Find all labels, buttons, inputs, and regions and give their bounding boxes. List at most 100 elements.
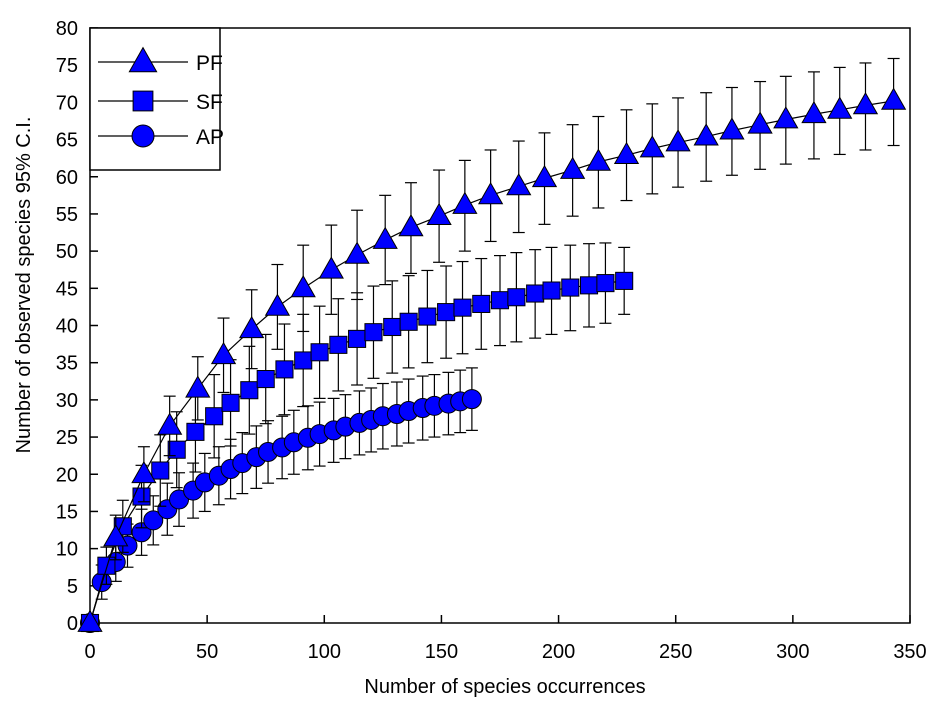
x-tick-label: 300 — [776, 641, 809, 663]
x-tick-label: 250 — [659, 641, 692, 663]
data-point — [210, 341, 237, 365]
data-point — [461, 389, 482, 410]
data-point — [221, 393, 240, 412]
data-point — [542, 281, 561, 300]
data-point — [275, 360, 294, 379]
data-point — [167, 440, 186, 459]
legend-marker-sf — [132, 90, 154, 112]
data-point — [157, 412, 183, 435]
data-point — [477, 181, 504, 205]
y-tick-label: 30 — [56, 390, 78, 412]
data-point — [240, 381, 259, 400]
data-point — [719, 117, 745, 140]
data-point — [506, 173, 532, 196]
y-tick-label: 60 — [56, 167, 78, 189]
legend: PF SF AP — [89, 27, 224, 171]
data-point — [398, 213, 424, 237]
series-pf — [77, 57, 907, 632]
data-point — [665, 129, 691, 152]
y-tick-label: 45 — [56, 278, 78, 300]
x-tick-label: 200 — [542, 641, 575, 663]
x-tick-label: 0 — [84, 641, 95, 663]
y-tick-label: 5 — [67, 576, 78, 598]
data-point — [103, 524, 129, 547]
data-point — [186, 422, 205, 441]
data-point — [880, 87, 907, 110]
y-tick-label: 55 — [56, 204, 78, 226]
data-point — [264, 293, 291, 316]
y-axis-title: Number of observed species 95% C.I. — [13, 117, 35, 454]
data-point — [256, 370, 275, 389]
data-point — [131, 460, 157, 484]
y-axis: 0 5 10 15 20 25 30 35 40 45 50 55 60 65 70 75 80 — [56, 18, 98, 635]
data-point — [97, 556, 116, 575]
data-point — [132, 487, 151, 506]
data-point — [561, 278, 580, 297]
data-point — [507, 288, 526, 307]
data-point — [426, 202, 452, 226]
x-tick-label: 50 — [196, 641, 218, 663]
data-point — [596, 274, 615, 293]
x-tick-label: 350 — [893, 641, 926, 663]
data-point — [453, 298, 472, 317]
series-line — [89, 398, 472, 624]
data-point — [531, 164, 558, 188]
data-point — [852, 91, 879, 115]
data-point — [348, 329, 367, 348]
y-tick-label: 65 — [56, 130, 78, 152]
data-point — [747, 111, 773, 134]
data-point — [490, 291, 510, 310]
data-point — [615, 271, 634, 290]
data-point — [437, 303, 456, 322]
y-tick-label: 20 — [56, 464, 78, 486]
x-axis-title: Number of species occurrences — [364, 676, 645, 698]
data-point — [310, 343, 329, 362]
data-point — [452, 191, 478, 214]
data-point — [318, 256, 344, 279]
data-point — [290, 274, 316, 298]
y-tick-label: 40 — [56, 316, 78, 338]
data-point — [559, 156, 586, 179]
x-axis: 0 50 100 150 200 250 300 350 — [84, 615, 927, 663]
data-point — [205, 407, 224, 426]
y-tick-label: 0 — [67, 613, 78, 635]
data-point — [344, 241, 370, 264]
data-point — [472, 294, 491, 313]
y-tick-label: 10 — [56, 539, 78, 561]
legend-marker-ap — [131, 124, 155, 148]
data-point — [364, 323, 383, 342]
y-tick-label: 35 — [56, 353, 78, 375]
data-point — [418, 307, 437, 326]
data-point — [613, 141, 640, 165]
data-point — [372, 226, 398, 249]
data-point — [773, 106, 799, 129]
legend-label-ap: AP — [196, 126, 224, 149]
y-tick-label: 50 — [56, 241, 78, 263]
legend-label-sf: SF — [196, 91, 223, 114]
data-point — [693, 123, 719, 146]
y-tick-label: 80 — [56, 18, 78, 40]
data-point — [185, 375, 211, 398]
data-point — [585, 148, 612, 171]
legend-box — [89, 27, 221, 171]
data-point — [143, 510, 164, 531]
data-point — [77, 609, 103, 632]
data-point — [239, 315, 265, 339]
data-point — [801, 100, 827, 124]
data-point — [526, 284, 545, 303]
data-point — [639, 135, 665, 158]
data-point — [294, 351, 313, 370]
y-tick-label: 75 — [56, 55, 78, 77]
legend-marker-pf — [128, 46, 158, 73]
data-point — [399, 312, 418, 331]
series-layer — [77, 57, 907, 633]
y-tick-label: 70 — [56, 92, 78, 114]
y-tick-label: 25 — [56, 427, 78, 449]
x-tick-label: 100 — [308, 641, 341, 663]
series-line — [89, 100, 894, 624]
data-point — [151, 461, 170, 480]
data-point — [579, 276, 599, 295]
data-point — [827, 96, 853, 119]
data-point — [383, 317, 402, 337]
